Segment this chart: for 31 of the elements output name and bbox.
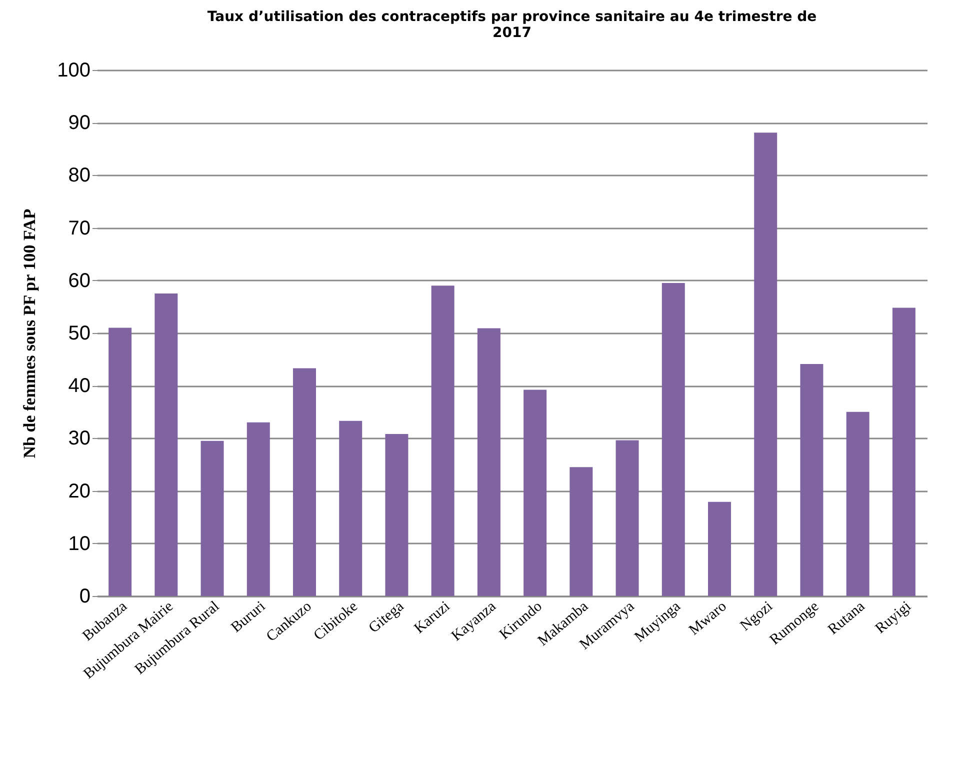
y-tick-label: 20 <box>68 480 90 502</box>
bar <box>708 502 731 596</box>
y-tick-label: 0 <box>79 586 90 608</box>
bar <box>846 412 870 596</box>
y-tick-label: 40 <box>68 375 90 398</box>
bar <box>800 364 824 596</box>
bar <box>524 390 547 596</box>
bar <box>293 368 316 596</box>
y-tick-label: 100 <box>57 60 90 82</box>
y-tick-label: 50 <box>68 322 90 344</box>
y-tick-label: 90 <box>68 112 90 134</box>
bar <box>154 294 178 596</box>
bar <box>754 132 778 596</box>
bar <box>616 440 639 596</box>
bar <box>477 328 500 596</box>
y-tick-label: 30 <box>68 428 90 450</box>
bar <box>662 283 685 596</box>
bar <box>200 440 224 596</box>
bar <box>385 434 408 596</box>
y-tick-label: 80 <box>68 164 90 187</box>
bar <box>431 286 454 596</box>
y-axis-title: Nb de femmes sous PF pr 100 FAP <box>20 208 40 458</box>
bar <box>892 308 916 596</box>
bar <box>246 422 270 596</box>
y-tick-label: 10 <box>68 532 90 555</box>
bar <box>570 467 593 596</box>
y-tick-label: 60 <box>68 270 90 292</box>
y-tick-label: 70 <box>68 217 90 240</box>
bar <box>108 328 132 596</box>
chart-title: Taux d’utilisation des contraceptifs par province sanitaire au 4e trimestre de 2017 <box>207 9 817 41</box>
bar <box>339 420 362 596</box>
